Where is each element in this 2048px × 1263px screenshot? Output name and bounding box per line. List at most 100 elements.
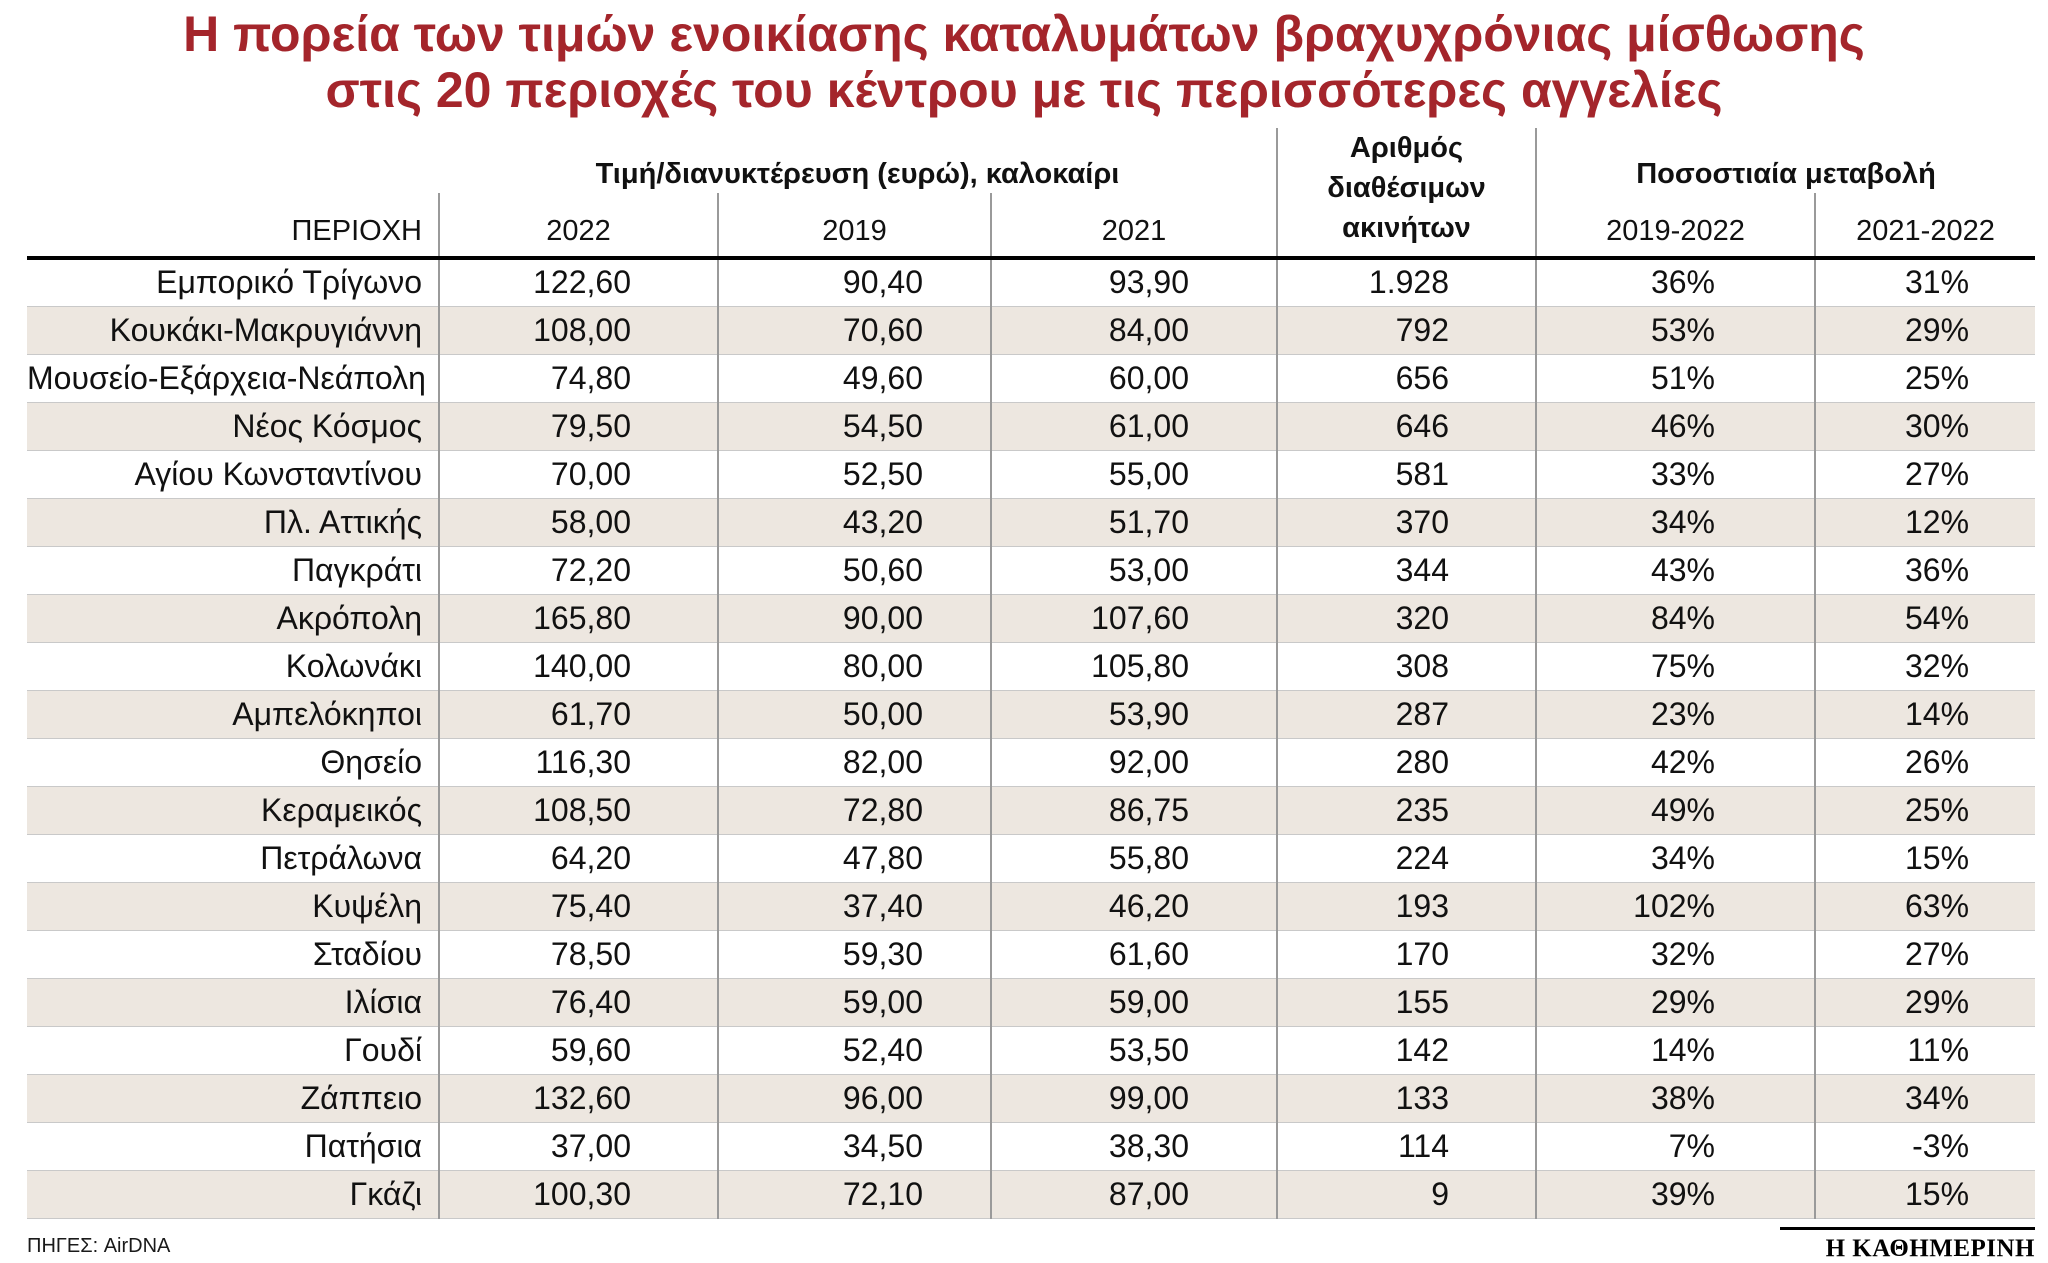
price-2022-cell: 140,00 — [438, 641, 718, 690]
brand-name: Η ΚΑΘΗΜΕΡΙΝΗ — [1825, 1234, 2035, 1262]
table-row: Θησείο 116,30 82,00 92,00 280 42% 26% — [27, 737, 2036, 786]
price-2022-cell: 165,80 — [438, 593, 718, 642]
change-2019-2022-cell: 23% — [1535, 689, 1815, 738]
change-2021-2022-cell: 15% — [1813, 1169, 2036, 1219]
listings-cell: 287 — [1276, 689, 1536, 738]
table-row: Εμπορικό Τρίγωνο 122,60 90,40 93,90 1.928 36%… — [27, 258, 2036, 306]
group-header-row: Τιμή/διανυκτέρευση (ευρώ), καλοκαίρι Αρι… — [27, 128, 2035, 260]
change-2021-2022-header: 2021-2022 — [1813, 193, 2036, 260]
price-2022-cell: 116,30 — [438, 737, 718, 786]
change-2021-2022-cell: 63% — [1813, 881, 2036, 930]
table-row: Πατήσια 37,00 34,50 38,30 114 7% -3% — [27, 1121, 2036, 1170]
price-2019-cell: 34,50 — [717, 1121, 991, 1170]
listings-cell: 581 — [1276, 449, 1536, 498]
table-row: Αγίου Κωνσταντίνου 70,00 52,50 55,00 581 33% 2… — [27, 449, 2036, 498]
change-2019-2022-cell: 14% — [1535, 1025, 1815, 1074]
region-cell: Σταδίου — [27, 929, 439, 978]
price-2022-cell: 132,60 — [438, 1073, 718, 1122]
price-2019-cell: 90,00 — [717, 593, 991, 642]
price-2019-cell: 59,30 — [717, 929, 991, 978]
change-2021-2022-cell: -3% — [1813, 1121, 2036, 1170]
region-column-header: ΠΕΡΙΟΧΗ — [27, 193, 439, 260]
price-2019-cell: 80,00 — [717, 641, 991, 690]
table-body: Εμπορικό Τρίγωνο 122,60 90,40 93,90 1.928 36%… — [27, 258, 2036, 1219]
table-row: Ιλίσια 76,40 59,00 59,00 155 29% 29% — [27, 977, 2036, 1026]
change-2019-2022-cell: 34% — [1535, 497, 1815, 546]
price-2022-cell: 100,30 — [438, 1169, 718, 1219]
table-row: Παγκράτι 72,20 50,60 53,00 344 43% 36% — [27, 545, 2036, 594]
price-2022-cell: 74,80 — [438, 353, 718, 402]
listings-cell: 133 — [1276, 1073, 1536, 1122]
region-cell: Πατήσια — [27, 1121, 439, 1170]
price-2019-cell: 72,10 — [717, 1169, 991, 1219]
price-2022-cell: 58,00 — [438, 497, 718, 546]
price-2021-cell: 61,60 — [990, 929, 1277, 978]
table-header: Τιμή/διανυκτέρευση (ευρώ), καλοκαίρι Αρι… — [27, 128, 2036, 260]
price-2019-cell: 47,80 — [717, 833, 991, 882]
table-row: Κουκάκι-Μακρυγιάννη 108,00 70,60 84,00 792 53… — [27, 305, 2036, 354]
price-group-header: Τιμή/διανυκτέρευση (ευρώ), καλοκαίρι — [595, 158, 1120, 190]
region-cell: Εμπορικό Τρίγωνο — [156, 264, 422, 301]
change-2021-2022-cell: 27% — [1813, 929, 2036, 978]
sources-note: ΠΗΓΕΣ: AirDNA — [27, 1234, 171, 1257]
change-2019-2022-cell: 38% — [1535, 1073, 1815, 1122]
rental-price-table: Τιμή/διανυκτέρευση (ευρώ), καλοκαίρι Αρι… — [27, 128, 2036, 1219]
region-cell: Νέος Κόσμος — [27, 401, 439, 450]
page-title: Η πορεία των τιμών ενοικίασης καταλυμάτω… — [0, 0, 2048, 118]
change-2019-2022-cell: 36% — [1535, 258, 1815, 306]
price-2022-cell: 122,60 — [438, 258, 718, 306]
change-2021-2022-cell: 14% — [1813, 689, 2036, 738]
change-2019-2022-cell: 33% — [1535, 449, 1815, 498]
price-2021-cell: 93,90 — [990, 258, 1277, 306]
listings-cell: 370 — [1276, 497, 1536, 546]
region-cell: Κυψέλη — [27, 881, 439, 930]
price-2019-cell: 49,60 — [717, 353, 991, 402]
listings-group-line-1: Αριθμός διαθέσιμων — [1327, 132, 1486, 204]
change-2019-2022-cell: 51% — [1535, 353, 1815, 402]
change-2019-2022-cell: 84% — [1535, 593, 1815, 642]
listings-cell: 792 — [1276, 305, 1536, 354]
change-2021-2022-cell: 31% — [1813, 258, 2036, 306]
price-2019-cell: 52,50 — [717, 449, 991, 498]
price-2019-cell: 72,80 — [717, 785, 991, 834]
change-2021-2022-cell: 25% — [1813, 353, 2036, 402]
price-2021-cell: 53,50 — [990, 1025, 1277, 1074]
region-cell: Κουκάκι-Μακρυγιάννη — [27, 305, 439, 354]
price-2022-cell: 72,20 — [438, 545, 718, 594]
listings-cell: 193 — [1276, 881, 1536, 930]
listings-cell: 308 — [1276, 641, 1536, 690]
price-2019-cell: 59,00 — [717, 977, 991, 1026]
listings-cell: 224 — [1276, 833, 1536, 882]
price-2021-cell: 99,00 — [990, 1073, 1277, 1122]
change-group-header: Ποσοστιαία μεταβολή — [1636, 158, 1936, 190]
change-2021-2022-cell: 15% — [1813, 833, 2036, 882]
empty-header-cell — [27, 128, 439, 193]
change-2021-2022-cell: 25% — [1813, 785, 2036, 834]
region-cell: Αγίου Κωνσταντίνου — [27, 449, 439, 498]
price-2021-cell: 46,20 — [990, 881, 1277, 930]
price-2019-cell: 96,00 — [717, 1073, 991, 1122]
change-2019-2022-cell: 29% — [1535, 977, 1815, 1026]
change-2019-2022-cell: 43% — [1535, 545, 1815, 594]
price-2021-cell: 59,00 — [990, 977, 1277, 1026]
listings-cell: 1.928 — [1276, 258, 1536, 306]
listings-cell: 170 — [1276, 929, 1536, 978]
change-2019-2022-cell: 75% — [1535, 641, 1815, 690]
listings-cell: 155 — [1276, 977, 1536, 1026]
price-2019-cell: 54,50 — [717, 401, 991, 450]
price-2019-cell: 50,00 — [717, 689, 991, 738]
change-2021-2022-cell: 12% — [1813, 497, 2036, 546]
price-2021-cell: 55,00 — [990, 449, 1277, 498]
price-2021-cell: 61,00 — [990, 401, 1277, 450]
year-2021-header: 2021 — [990, 193, 1277, 260]
listings-cell: 656 — [1276, 353, 1536, 402]
price-2019-cell: 37,40 — [717, 881, 991, 930]
price-2021-cell: 53,00 — [990, 545, 1277, 594]
change-2021-2022-cell: 27% — [1813, 449, 2036, 498]
price-2021-cell: 92,00 — [990, 737, 1277, 786]
listings-cell: 235 — [1276, 785, 1536, 834]
price-2022-cell: 108,50 — [438, 785, 718, 834]
price-2022-cell: 76,40 — [438, 977, 718, 1026]
region-cell: Πετράλωνα — [27, 833, 439, 882]
